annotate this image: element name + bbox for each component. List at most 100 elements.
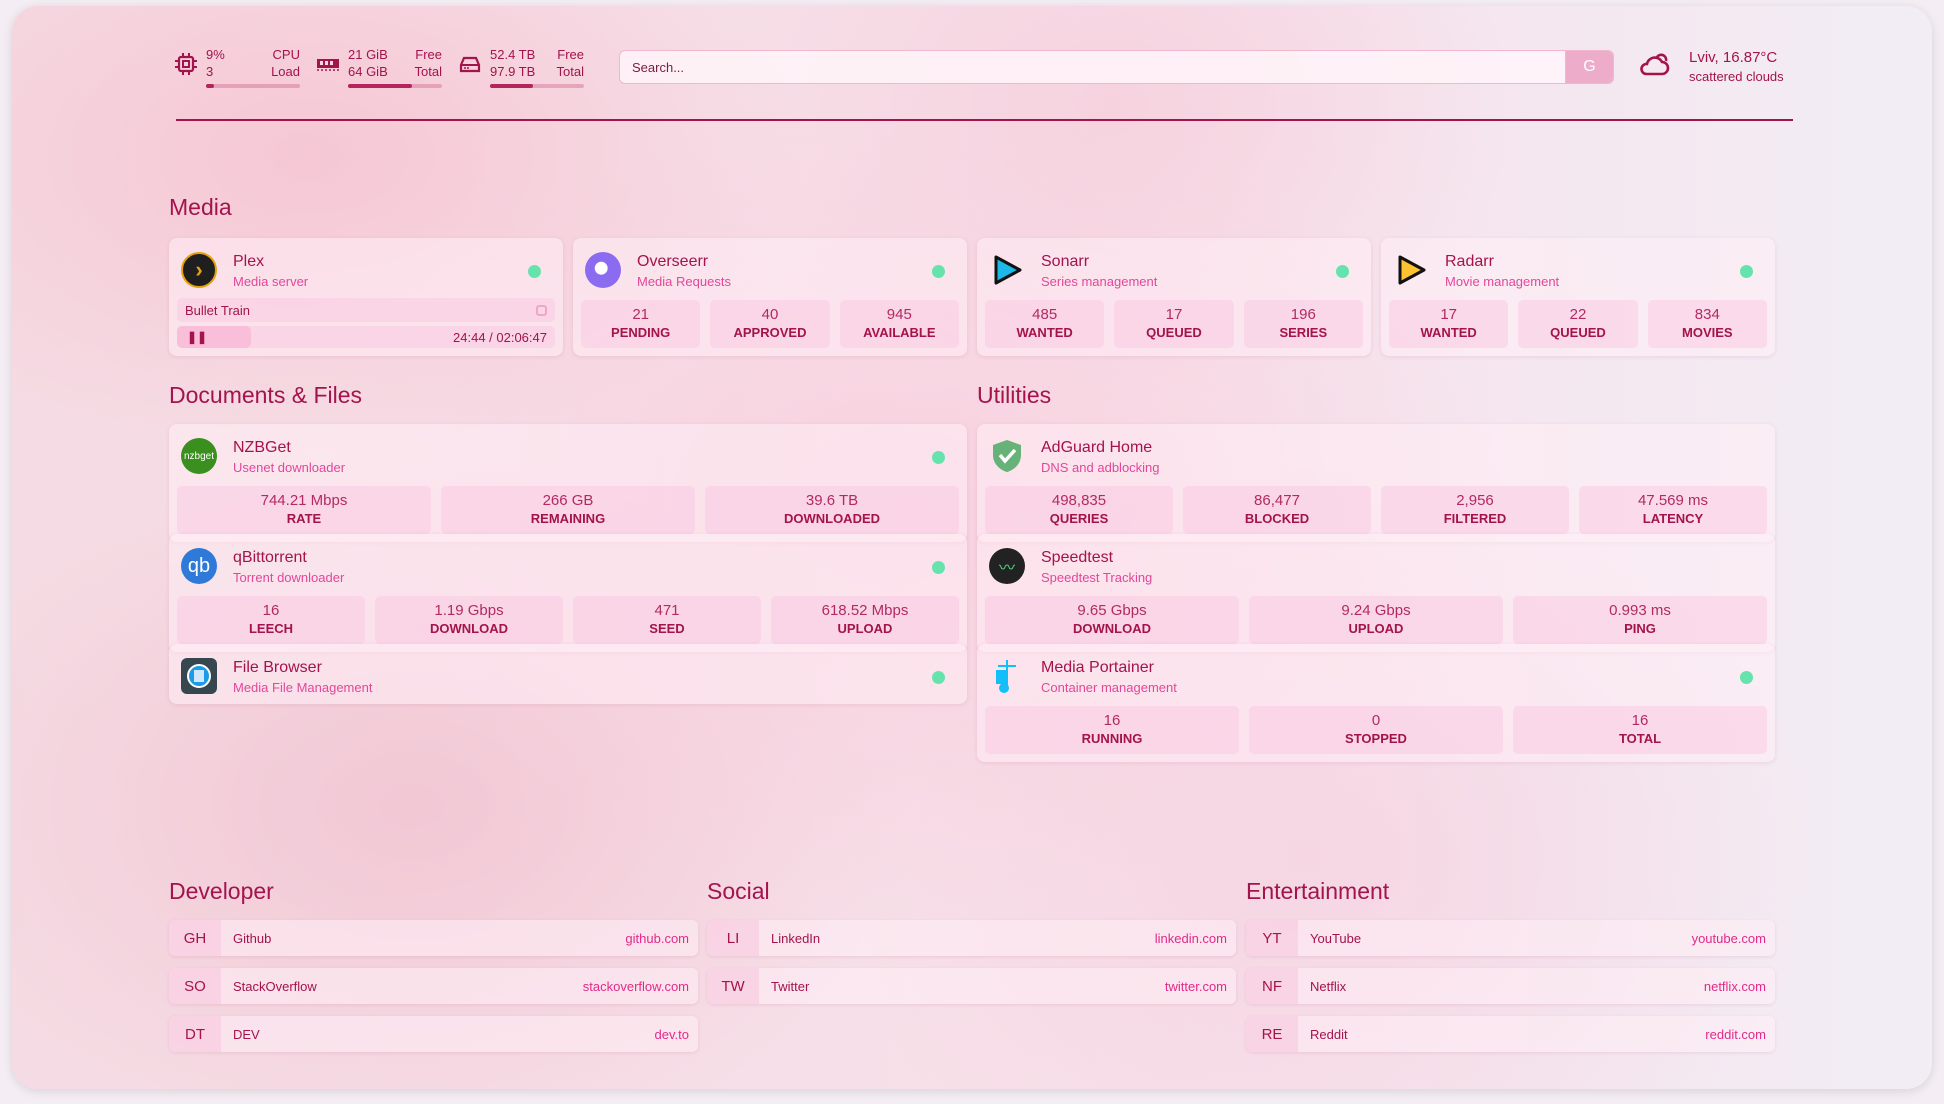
service-subtitle: Series management: [1041, 274, 1158, 289]
stat-label: SEED: [649, 621, 685, 636]
service-title: Sonarr: [1041, 253, 1090, 270]
service-card-radarr[interactable]: Radarr Movie management 17 WANTED 22 QUEUED 83…: [1381, 238, 1775, 356]
service-subtitle: Torrent downloader: [233, 570, 345, 585]
link-url: reddit.com: [1705, 1026, 1766, 1042]
memory-usage-fill: [348, 84, 412, 88]
stat-label: QUERIES: [1049, 511, 1109, 526]
stat-label: QUEUED: [1146, 325, 1202, 340]
service-subtitle: Movie management: [1445, 274, 1560, 289]
link-github[interactable]: GH Github github.com: [169, 920, 698, 956]
stat-value: 618.52 Mbps: [821, 602, 909, 619]
stat-value: 945: [886, 306, 912, 323]
section-heading-entertainment: Entertainment: [1246, 878, 1390, 904]
stat-value: 40: [761, 306, 779, 323]
disk-stat-row: 97.9 TB Total: [490, 63, 584, 80]
service-card-plex[interactable]: › Plex Media server Bullet Train ❚❚ 24:44…: [169, 238, 563, 356]
stat-row: 498,835 QUERIES 86,477 BLOCKED 2,956 FILTERED…: [977, 486, 1775, 534]
stat-block: 618.52 Mbps UPLOAD: [771, 596, 959, 644]
status-dot: [1740, 265, 1753, 278]
radarr-icon: [1393, 252, 1429, 288]
stat-value: 0: [1371, 712, 1381, 729]
stat-label: LEECH: [248, 621, 294, 636]
pause-icon[interactable]: ❚❚: [187, 330, 208, 344]
service-title: Radarr: [1445, 253, 1494, 270]
search-provider-button[interactable]: G: [1565, 51, 1613, 83]
stat-value: 834: [1694, 306, 1720, 323]
service-card-sonarr[interactable]: Sonarr Series management 485 WANTED 17 QUEUED…: [977, 238, 1371, 356]
service-card-nzbget[interactable]: nzbget NZBGet Usenet downloader 744.21 Mbps…: [169, 424, 967, 542]
link-netflix[interactable]: NF Netflix netflix.com: [1246, 968, 1775, 1004]
file-browser-icon: [181, 658, 217, 694]
memory-stat-row: 21 GiB Free: [348, 46, 442, 63]
status-dot: [1336, 265, 1349, 278]
service-card-file-browser[interactable]: File Browser Media File Management: [169, 644, 967, 704]
stat-block: 21 PENDING: [581, 300, 701, 348]
card-header: Media Portainer Container management: [977, 644, 1775, 706]
stat-value: 39.6 TB: [805, 492, 859, 509]
cpu-label: Load: [271, 64, 300, 79]
stat-value: 0.993 ms: [1609, 602, 1671, 619]
link-stackoverflow[interactable]: SO StackOverflow stackoverflow.com: [169, 968, 698, 1004]
memory-stat-row: 64 GiB Total: [348, 63, 442, 80]
stat-value: 485: [1032, 306, 1058, 323]
stat-row: 17 WANTED 22 QUEUED 834 MOVIES: [1381, 300, 1775, 348]
stat-value: 1.19 Gbps: [434, 602, 504, 619]
stat-row: 21 PENDING 40 APPROVED 945 AVAILABLE: [573, 300, 967, 348]
service-card-adguard-home[interactable]: AdGuard Home DNS and adblocking 498,835 QUE…: [977, 424, 1775, 542]
stat-label: WANTED: [1016, 325, 1073, 340]
service-title: File Browser: [233, 659, 322, 676]
stat-block: 22 QUEUED: [1518, 300, 1638, 348]
section-heading-utilities: Utilities: [977, 382, 1052, 408]
stat-value: 16: [262, 602, 280, 619]
link-name: LinkedIn: [771, 930, 821, 946]
stat-label: PING: [1624, 621, 1656, 636]
overseerr-icon: [585, 252, 621, 288]
link-linkedin[interactable]: LI LinkedIn linkedin.com: [707, 920, 1236, 956]
service-card-media-portainer[interactable]: Media Portainer Container management 16 RUN…: [977, 644, 1775, 762]
disk-stat: 52.4 TB Free 97.9 TB Total: [458, 46, 584, 88]
cpu-stat-body: 9% CPU 3 Load: [206, 46, 300, 88]
link-twitter[interactable]: TW Twitter twitter.com: [707, 968, 1236, 1004]
stat-row: 9.65 Gbps DOWNLOAD 9.24 Gbps UPLOAD 0.993 ms…: [977, 596, 1775, 644]
service-card-speedtest[interactable]: 〰 Speedtest Speedtest Tracking 9.65 Gbps DOW…: [977, 534, 1775, 652]
link-url: youtube.com: [1691, 930, 1766, 946]
link-dev[interactable]: DT DEV dev.to: [169, 1016, 698, 1052]
weather-description: scattered clouds: [1689, 69, 1784, 84]
link-abbreviation: NF: [1246, 968, 1298, 1004]
hard-drive-icon: [458, 52, 482, 76]
card-header: qb qBittorrent Torrent downloader: [169, 534, 967, 596]
link-reddit[interactable]: RE Reddit reddit.com: [1246, 1016, 1775, 1052]
stat-block: 2,956 FILTERED: [1381, 486, 1569, 534]
cpu-stat-row: 9% CPU: [206, 46, 300, 63]
cpu-usage-fill: [206, 84, 215, 88]
stat-value: 86,477: [1254, 492, 1300, 509]
memory-label: Total: [414, 64, 442, 79]
card-header: File Browser Media File Management: [169, 644, 967, 706]
service-card-qbittorrent[interactable]: qb qBittorrent Torrent downloader 16 LEECH 1.…: [169, 534, 967, 652]
link-youtube[interactable]: YT YouTube youtube.com: [1246, 920, 1775, 956]
memory-stat-body: 21 GiB Free 64 GiB Total: [348, 46, 442, 88]
service-title: Speedtest: [1041, 549, 1114, 566]
stat-block: 16 TOTAL: [1513, 706, 1767, 754]
link-url: netflix.com: [1703, 978, 1766, 994]
service-title: Overseerr: [637, 253, 709, 270]
stat-label: FILTERED: [1443, 511, 1507, 526]
stat-block: 9.24 Gbps UPLOAD: [1249, 596, 1503, 644]
stat-value: 2,956: [1456, 492, 1494, 509]
stat-block: 485 WANTED: [985, 300, 1105, 348]
card-header: 〰 Speedtest Speedtest Tracking: [977, 534, 1775, 596]
link-abbreviation: YT: [1246, 920, 1298, 956]
status-dot: [932, 451, 945, 464]
card-header: AdGuard Home DNS and adblocking: [977, 424, 1775, 486]
link-abbreviation: DT: [169, 1016, 221, 1052]
service-card-overseerr[interactable]: Overseerr Media Requests 21 PENDING 40 APPROV…: [573, 238, 967, 356]
link-name: Netflix: [1310, 978, 1347, 994]
stat-block: 498,835 QUERIES: [985, 486, 1173, 534]
search-input[interactable]: [620, 51, 1565, 83]
section-heading-social: Social: [707, 878, 770, 904]
card-text: Sonarr Series management: [1041, 252, 1157, 289]
card-text: Radarr Movie management: [1445, 252, 1559, 289]
sonarr-icon: [989, 252, 1025, 288]
stat-label: UPLOAD: [837, 621, 893, 636]
card-text: qBittorrent Torrent downloader: [233, 548, 344, 585]
